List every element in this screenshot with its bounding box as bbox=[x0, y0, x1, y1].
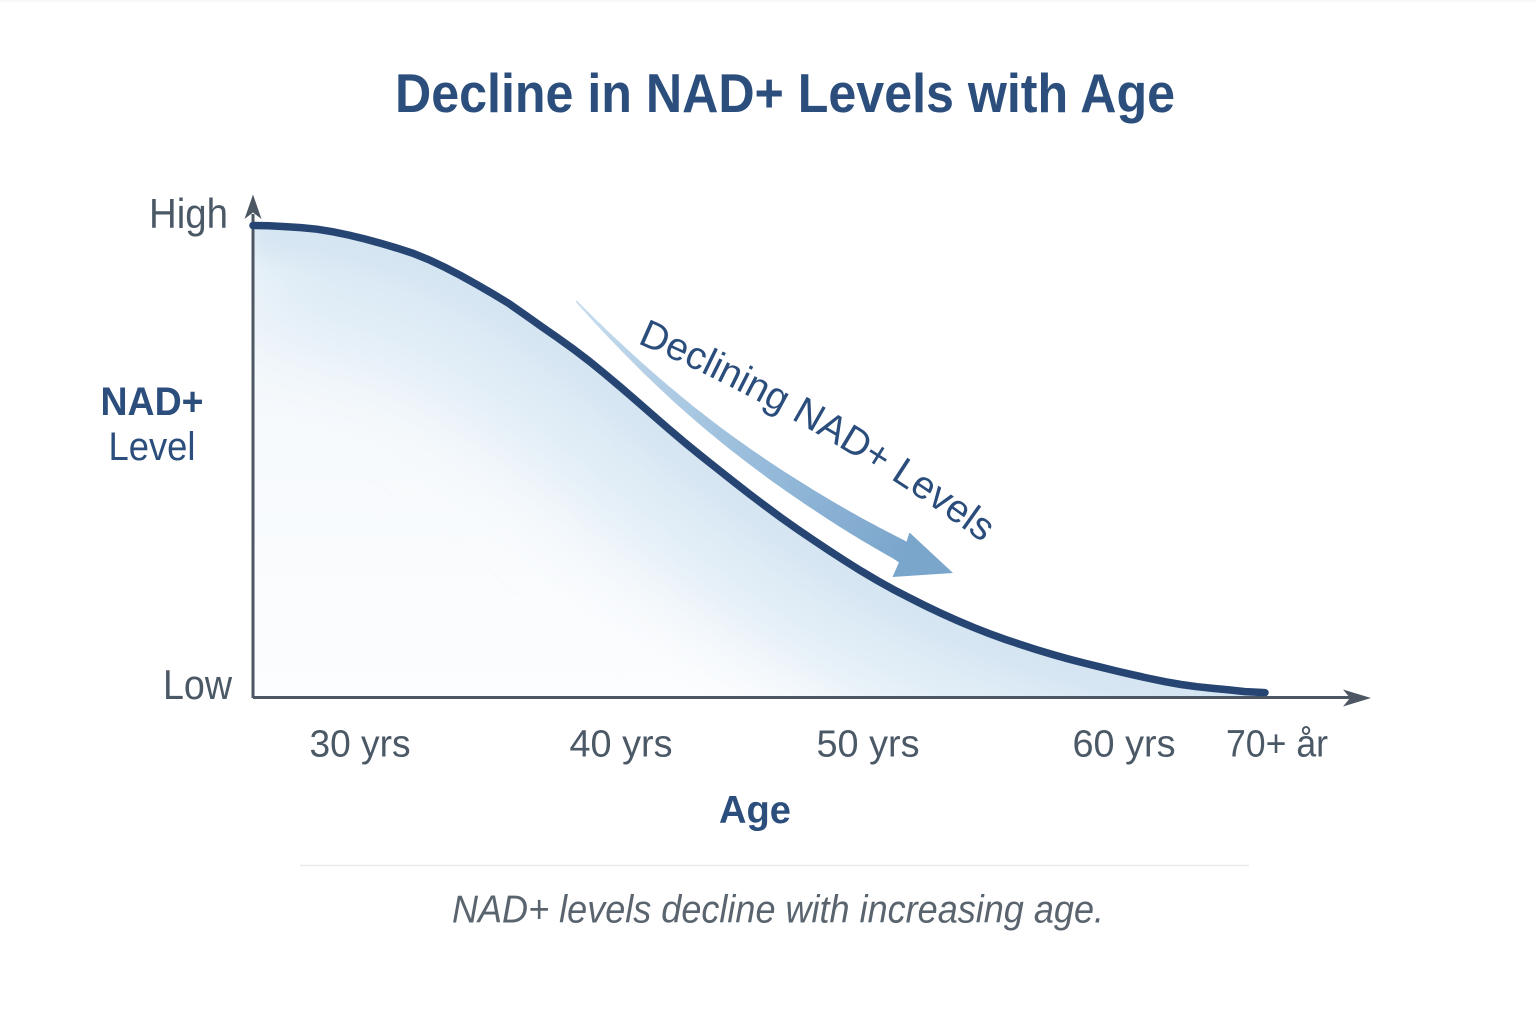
svg-text:High: High bbox=[149, 190, 228, 237]
svg-text:50 yrs: 50 yrs bbox=[817, 724, 920, 766]
svg-text:60 yrs: 60 yrs bbox=[1073, 724, 1176, 766]
svg-text:Low: Low bbox=[163, 661, 233, 708]
svg-text:Level: Level bbox=[109, 425, 196, 469]
svg-text:40 yrs: 40 yrs bbox=[570, 724, 673, 766]
svg-text:70+ år: 70+ år bbox=[1226, 724, 1328, 766]
svg-text:NAD+ levels decline with incre: NAD+ levels decline with increasing age. bbox=[452, 889, 1104, 932]
svg-text:Decline in NAD+ Levels with Ag: Decline in NAD+ Levels with Age bbox=[395, 62, 1175, 124]
svg-text:30 yrs: 30 yrs bbox=[310, 724, 411, 766]
svg-text:NAD+: NAD+ bbox=[101, 380, 204, 424]
svg-text:Age: Age bbox=[719, 789, 791, 832]
